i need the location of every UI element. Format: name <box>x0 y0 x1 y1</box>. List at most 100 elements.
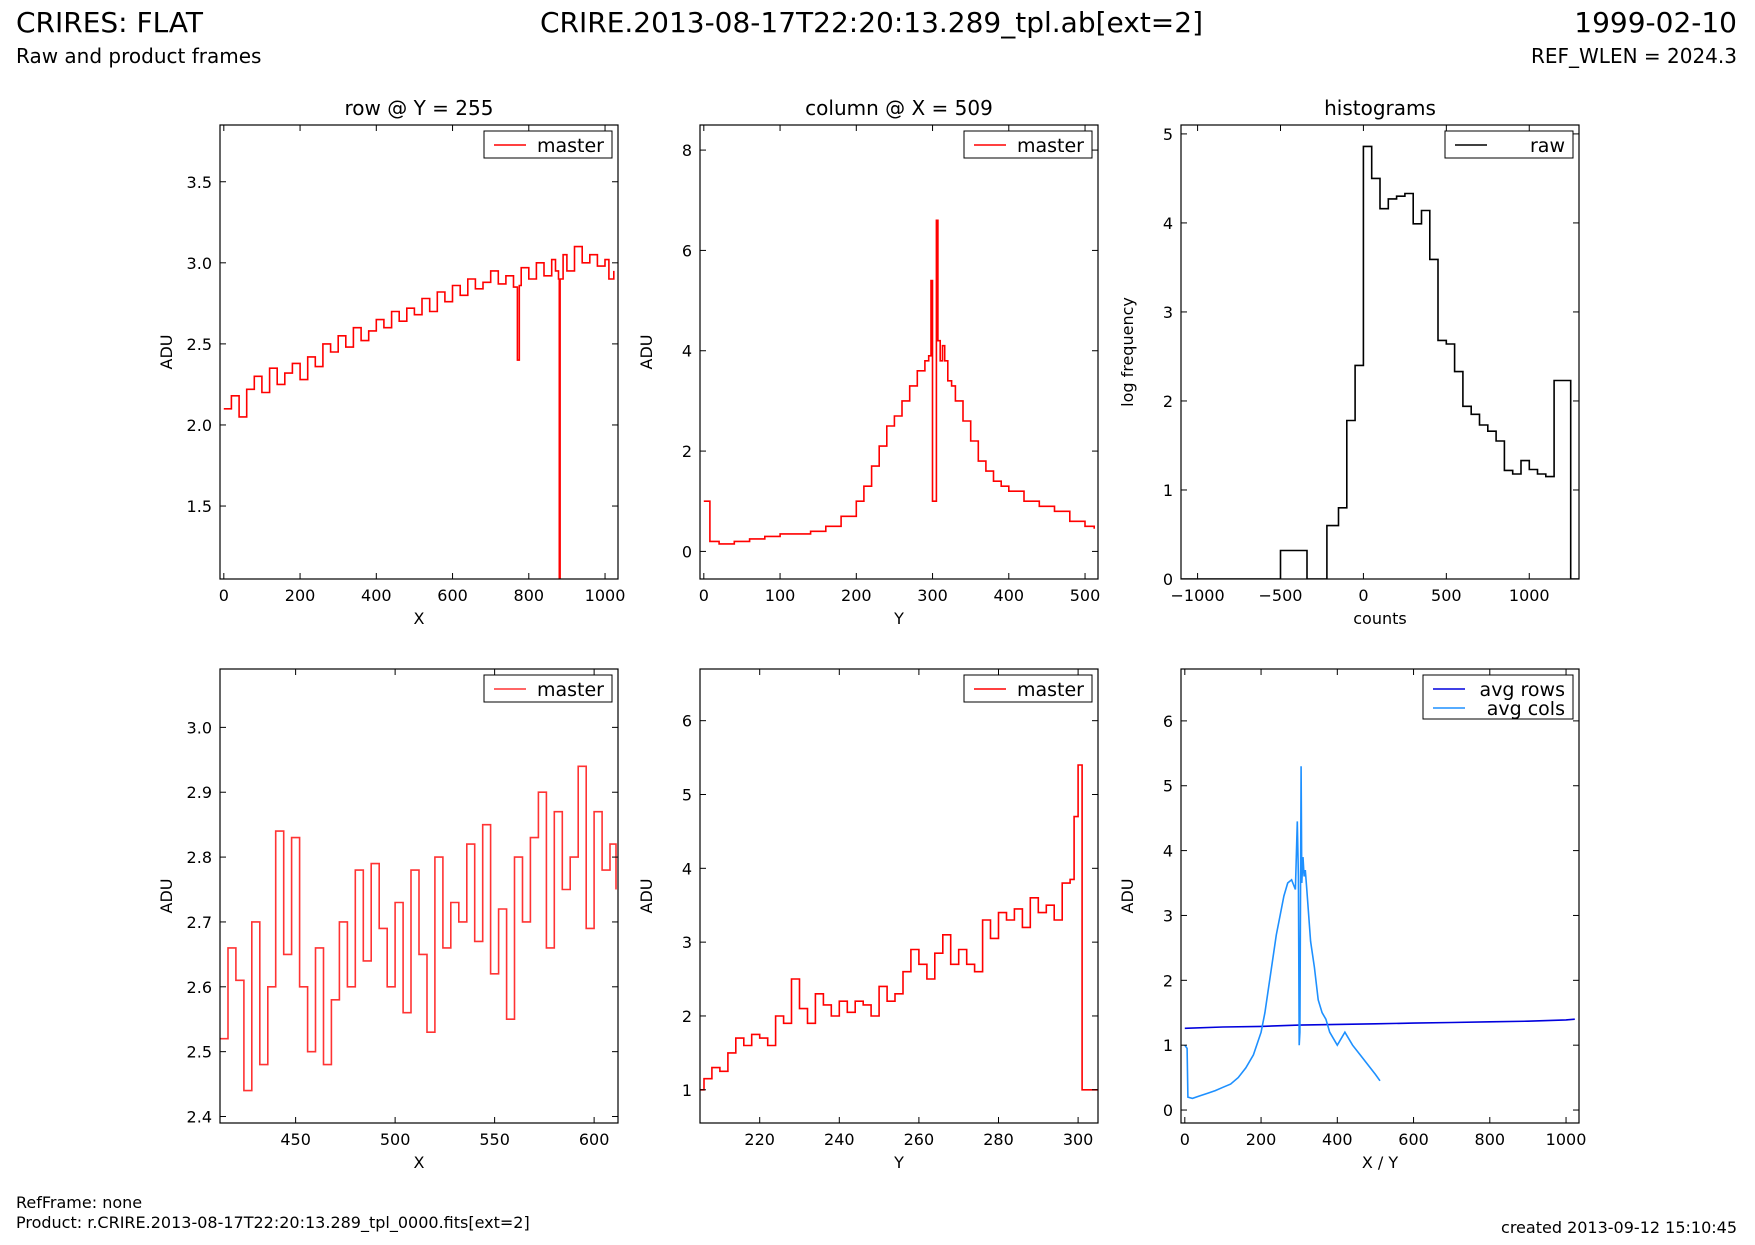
x-tick-label: 200 <box>285 586 316 605</box>
report-subtitle: Raw and product frames <box>16 44 262 68</box>
y-tick-label: 6 <box>682 241 692 260</box>
x-axis-label: Y <box>893 1153 904 1172</box>
x-tick-label: 300 <box>917 586 948 605</box>
x-tick-label: 400 <box>994 586 1025 605</box>
x-tick-label: 500 <box>1431 586 1462 605</box>
x-tick-label: 800 <box>514 586 545 605</box>
y-tick-label: 2.9 <box>187 783 212 802</box>
x-tick-label: 450 <box>280 1130 311 1149</box>
x-tick-label: −1000 <box>1171 586 1225 605</box>
axes-frame <box>699 668 1099 1124</box>
y-tick-label: 1 <box>1163 481 1173 500</box>
axes-frame <box>1180 668 1580 1124</box>
chart-title: histograms <box>1324 96 1436 120</box>
x-tick-label: 1000 <box>1546 1130 1587 1149</box>
x-tick-label: 500 <box>1070 586 1101 605</box>
y-tick-label: 6 <box>1163 712 1173 731</box>
product-label: Product: r.CRIRE.2013-08-17T22:20:13.289… <box>16 1213 530 1232</box>
x-tick-label: 280 <box>983 1130 1014 1149</box>
y-tick-label: 2 <box>1163 971 1173 990</box>
x-tick-label: 0 <box>1358 586 1368 605</box>
legend: raw <box>1444 130 1574 159</box>
x-tick-label: 240 <box>824 1130 855 1149</box>
created-label: created 2013-09-12 15:10:45 <box>1501 1218 1737 1237</box>
x-tick-label: 800 <box>1475 1130 1506 1149</box>
chart-3: −1000 −500 0 500 1000 0 1 2 3 4 5 histograms counts l… <box>1118 96 1580 628</box>
y-tick-label: 1 <box>1163 1036 1173 1055</box>
legend-label: avg rows <box>1480 679 1565 701</box>
axes-frame <box>219 668 619 1124</box>
y-tick-label: 1 <box>682 1081 692 1100</box>
x-tick-label: 200 <box>1246 1130 1277 1149</box>
chart-6: 0 200 400 600 800 1000 0 1 2 3 4 5 6 X / Y ADU avg rows… <box>1118 668 1587 1172</box>
y-tick-label: 2.6 <box>187 978 212 997</box>
x-tick-label: −500 <box>1259 586 1303 605</box>
series-line-avg-cols <box>1184 766 1381 1100</box>
legend: master <box>483 130 613 159</box>
y-tick-label: 8 <box>682 141 692 160</box>
y-axis-label: ADU <box>1118 879 1137 914</box>
y-tick-label: 3 <box>682 933 692 952</box>
legend-label: raw <box>1530 135 1565 157</box>
y-tick-label: 5 <box>1163 125 1173 144</box>
series-line-master <box>223 245 615 579</box>
legend: master <box>963 130 1093 159</box>
x-tick-label: 300 <box>1063 1130 1094 1149</box>
legend-label: master <box>537 679 604 701</box>
y-axis-label: log frequency <box>1118 297 1137 407</box>
x-axis-label: counts <box>1353 609 1406 628</box>
x-tick-label: 0 <box>1180 1130 1190 1149</box>
legend-label: master <box>1017 679 1084 701</box>
y-tick-label: 5 <box>682 785 692 804</box>
series-line-master <box>703 219 1095 545</box>
series-line-master <box>220 765 617 1092</box>
legend-label: avg cols <box>1487 698 1565 720</box>
x-tick-label: 550 <box>479 1130 510 1149</box>
y-tick-label: 3 <box>1163 303 1173 322</box>
chart-5: 220 240 260 280 300 1 2 3 4 5 6 Y ADU master <box>637 668 1099 1172</box>
x-axis-label: Y <box>893 609 904 628</box>
legend: master <box>483 674 613 703</box>
y-tick-label: 2.5 <box>187 335 212 354</box>
y-tick-label: 2.8 <box>187 848 212 867</box>
chart-2: 0 100 200 300 400 500 0 2 4 6 8 column @ X = 509 Y AD… <box>637 96 1100 628</box>
legend-box <box>1422 674 1574 720</box>
chart-1: 0 200 400 600 800 1000 1.5 2.0 2.5 3.0 3.5 row @ Y … <box>157 96 625 628</box>
x-tick-label: 400 <box>361 586 392 605</box>
x-tick-label: 220 <box>744 1130 775 1149</box>
y-tick-label: 2.0 <box>187 416 212 435</box>
y-tick-label: 0 <box>682 542 692 561</box>
x-tick-label: 1000 <box>585 586 626 605</box>
y-tick-label: 1.5 <box>187 497 212 516</box>
report-title: CRIRES: FLAT <box>16 6 203 39</box>
legend: master <box>963 674 1093 703</box>
axes-frame <box>699 124 1099 580</box>
x-axis-label: X <box>414 1153 425 1172</box>
y-tick-label: 0 <box>1163 570 1173 589</box>
x-tick-label: 600 <box>579 1130 610 1149</box>
refframe-label: RefFrame: none <box>16 1193 143 1212</box>
y-axis-label: ADU <box>157 335 176 370</box>
x-tick-label: 600 <box>1398 1130 1429 1149</box>
y-tick-label: 3.0 <box>187 718 212 737</box>
y-axis-label: ADU <box>637 879 656 914</box>
y-tick-label: 4 <box>1163 842 1173 861</box>
x-tick-label: 1000 <box>1509 586 1550 605</box>
x-tick-label: 100 <box>765 586 796 605</box>
x-axis-label: X / Y <box>1362 1153 1399 1172</box>
y-tick-label: 3.0 <box>187 254 212 273</box>
y-axis-label: ADU <box>637 335 656 370</box>
y-axis-label: ADU <box>157 879 176 914</box>
x-tick-label: 260 <box>904 1130 935 1149</box>
y-tick-label: 4 <box>682 859 692 878</box>
x-tick-label: 0 <box>219 586 229 605</box>
legend-label: master <box>1017 135 1084 157</box>
series-line-avg-rows <box>1184 1018 1575 1030</box>
legend-label: master <box>537 135 604 157</box>
y-tick-label: 2 <box>1163 392 1173 411</box>
x-tick-label: 0 <box>699 586 709 605</box>
axes-frame <box>1180 124 1580 580</box>
series-line-raw <box>1181 145 1579 579</box>
y-tick-label: 3 <box>1163 906 1173 925</box>
